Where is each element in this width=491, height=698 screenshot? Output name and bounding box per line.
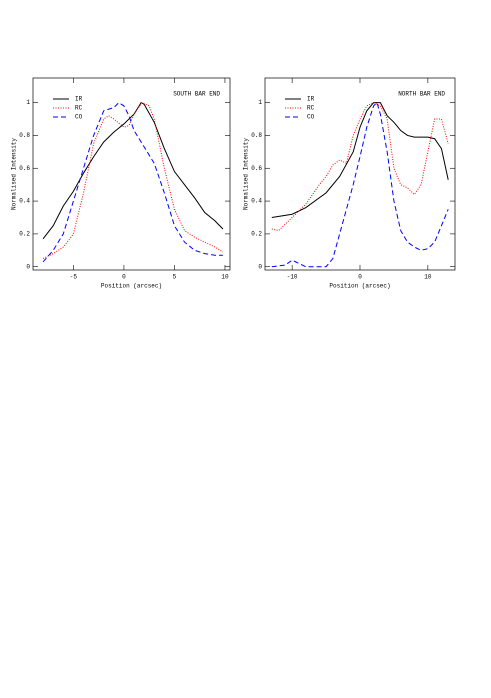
- x-tick-label: 10: [221, 274, 229, 281]
- annotation: SOUTH BAR END: [173, 91, 220, 98]
- legend-label: IR: [75, 96, 83, 103]
- y-tick-label: 0: [258, 263, 262, 270]
- legend-label: RC: [75, 105, 83, 112]
- plot-frame: [264, 77, 456, 271]
- data-line: [42, 101, 224, 259]
- annotation: NORTH BAR END: [398, 91, 445, 98]
- y-tick-label: 1: [258, 99, 262, 106]
- y-tick-label: 0.4: [19, 198, 30, 205]
- y-tick-label: 0.2: [19, 230, 30, 237]
- y-tick-label: 0: [26, 263, 30, 270]
- data-line: [42, 101, 224, 240]
- y-tick-label: 0.2: [251, 230, 262, 237]
- y-tick-label: 0.8: [251, 132, 262, 139]
- y-tick-label: 0.4: [251, 198, 262, 205]
- y-tick-label: 0.8: [19, 132, 30, 139]
- y-tick-label: 1: [26, 99, 30, 106]
- x-tick-label: 0: [122, 274, 126, 281]
- x-tick-label: 0: [358, 274, 362, 281]
- y-axis-label: Normalised Intensity: [243, 138, 250, 210]
- y-axis-label: Normalised Intensity: [11, 138, 18, 210]
- data-line: [42, 101, 223, 263]
- y-tick-label: 0.6: [251, 165, 262, 172]
- x-tick-label: 10: [424, 274, 432, 281]
- x-axis-label: Position (arcsec): [101, 283, 162, 290]
- plot-frame: [32, 77, 231, 271]
- legend-label: IR: [307, 96, 315, 103]
- legend-label: RC: [307, 105, 315, 112]
- data-line: [271, 101, 449, 268]
- x-tick-label: -10: [287, 274, 298, 281]
- legend-label: CO: [75, 114, 83, 121]
- data-line: [271, 102, 449, 218]
- x-tick-label: 5: [173, 274, 177, 281]
- y-tick-label: 0.6: [19, 165, 30, 172]
- x-axis-label: Position (arcsec): [329, 283, 390, 290]
- x-tick-label: -5: [70, 274, 78, 281]
- legend-label: CO: [307, 114, 315, 121]
